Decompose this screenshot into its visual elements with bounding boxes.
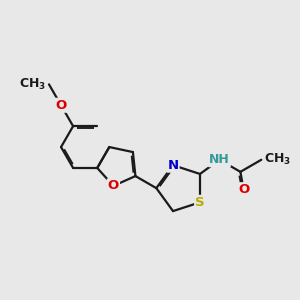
Text: $\mathdefault{CH_3}$: $\mathdefault{CH_3}$ xyxy=(264,152,291,167)
Text: $\mathdefault{CH_3}$: $\mathdefault{CH_3}$ xyxy=(20,77,46,92)
Text: NH: NH xyxy=(209,153,230,166)
Text: S: S xyxy=(195,196,205,209)
Text: O: O xyxy=(108,179,119,192)
Text: O: O xyxy=(238,183,249,196)
Text: N: N xyxy=(167,159,178,172)
Text: O: O xyxy=(56,99,67,112)
